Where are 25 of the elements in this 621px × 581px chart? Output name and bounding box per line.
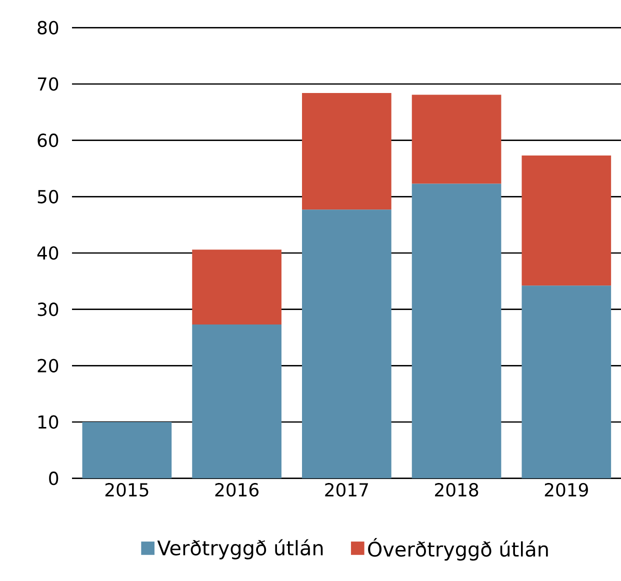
y-tick-label: 50	[38, 190, 58, 204]
bar	[522, 156, 612, 286]
bar	[412, 184, 502, 478]
y-tick-label: 80	[38, 20, 58, 34]
bar	[192, 250, 282, 325]
x-tick-label: 2019	[544, 483, 588, 497]
y-tick-label: 30	[38, 302, 58, 316]
bar	[522, 286, 612, 478]
bar	[192, 324, 282, 478]
bar	[302, 93, 392, 210]
y-tick-label: 40	[37, 246, 58, 260]
bar	[412, 94, 502, 184]
legend-label: Verðtryggð útlán	[157, 539, 323, 560]
legend-label: Óverðtryggð útlán	[368, 538, 548, 561]
y-tick-label: 70	[38, 77, 58, 91]
y-tick-label: 60	[38, 134, 58, 148]
y-tick-label: 10	[38, 415, 58, 429]
y-tick-label: 20	[38, 358, 58, 372]
bar	[302, 210, 392, 478]
x-tick-label: 2017	[325, 483, 368, 497]
bar	[82, 422, 172, 478]
x-tick-label: 2016	[215, 483, 258, 497]
x-tick-label: 2018	[435, 483, 478, 497]
x-tick-label: 2015	[105, 483, 148, 497]
y-tick-label: 0	[49, 472, 58, 486]
